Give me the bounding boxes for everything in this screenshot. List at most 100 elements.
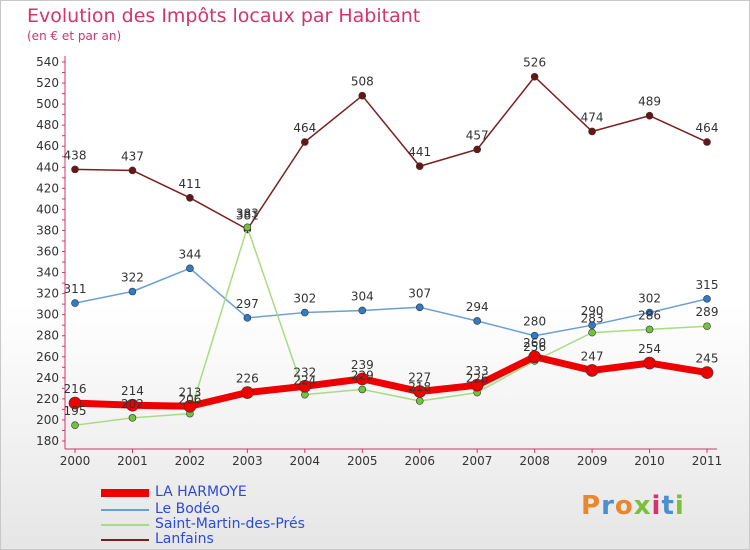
logo-letter: o [614, 491, 634, 521]
data-point-la-harmoye [241, 386, 254, 399]
data-label-le-bod-o: 311 [64, 282, 87, 296]
legend-item-lanfains: Lanfains [101, 531, 401, 547]
chart-title: Evolution des Impôts locaux par Habitant [27, 5, 421, 27]
data-label-saint-martin-des-pr-s: 226 [466, 372, 489, 386]
data-label-saint-martin-des-pr-s: 256 [523, 340, 546, 354]
data-point-saint-martin-des-pr-s [358, 385, 367, 394]
logo-letter: i [674, 491, 685, 521]
data-point-lanfains [71, 165, 79, 174]
data-point-le-bod-o [186, 264, 194, 273]
data-point-saint-martin-des-pr-s [243, 223, 252, 232]
data-label-le-bod-o: 322 [121, 271, 144, 285]
data-point-la-harmoye [700, 366, 714, 379]
data-point-le-bod-o [530, 331, 539, 340]
data-label-le-bod-o: 344 [178, 247, 201, 261]
data-label-lanfains: 411 [178, 177, 201, 191]
data-label-lanfains: 464 [696, 121, 719, 135]
y-tick-label: 180 [36, 434, 59, 448]
data-label-la-harmoye: 245 [696, 352, 719, 366]
series-line-saint-martin-des-pr-s [74, 226, 708, 426]
data-point-la-harmoye [413, 385, 427, 398]
data-label-saint-martin-des-pr-s: 206 [178, 393, 201, 407]
data-label-lanfains: 437 [121, 149, 144, 163]
data-label-la-harmoye: 216 [64, 382, 87, 396]
y-tick-label: 280 [36, 329, 59, 343]
x-tick-label: 2010 [634, 454, 665, 468]
logo-letter: P [581, 491, 602, 521]
y-tick-label: 400 [36, 202, 59, 216]
data-point-le-bod-o [703, 295, 711, 303]
x-tick-label: 2011 [692, 454, 723, 468]
data-point-le-bod-o [243, 314, 252, 322]
data-label-saint-martin-des-pr-s: 383 [236, 206, 259, 220]
data-point-lanfains [473, 145, 481, 154]
legend-label-saint-martin: Saint-Martin-des-Prés [155, 516, 305, 532]
data-point-le-bod-o [301, 308, 309, 317]
data-label-la-harmoye: 226 [236, 372, 259, 386]
legend-swatch-le-bodeo [101, 509, 149, 511]
y-tick-label: 300 [36, 308, 59, 322]
data-label-la-harmoye: 239 [351, 358, 374, 372]
y-tick-label: 240 [36, 371, 59, 385]
y-tick-label: 500 [36, 97, 59, 111]
legend-item-saint-martin: Saint-Martin-des-Prés [101, 516, 401, 532]
legend-label-la-harmoye: LA HARMOYE [155, 484, 247, 500]
chart-subtitle: (en € et par an) [27, 29, 122, 43]
y-tick-label: 260 [36, 350, 59, 364]
data-point-le-bod-o [473, 317, 481, 325]
series-line-le-bod-o [74, 267, 708, 337]
data-label-saint-martin-des-pr-s: 202 [121, 397, 144, 411]
y-tick-label: 340 [36, 266, 59, 280]
data-point-saint-martin-des-pr-s [415, 397, 424, 405]
data-label-saint-martin-des-pr-s: 289 [696, 305, 719, 319]
x-tick-label: 2005 [347, 454, 378, 468]
data-label-lanfains: 474 [581, 110, 604, 124]
data-point-saint-martin-des-pr-s [703, 322, 711, 331]
x-tick-label: 2008 [519, 454, 550, 468]
data-label-le-bod-o: 280 [523, 315, 546, 329]
y-tick-label: 380 [36, 223, 59, 237]
data-point-saint-martin-des-pr-s [128, 414, 137, 422]
x-tick-label: 2004 [290, 454, 321, 468]
logo-letter: t [661, 491, 675, 521]
data-point-le-bod-o [128, 287, 137, 296]
data-point-le-bod-o [588, 321, 596, 329]
data-label-lanfains: 508 [351, 75, 374, 89]
data-label-la-harmoye: 232 [293, 365, 316, 379]
legend-item-le-bodeo: Le Bodéo [101, 501, 401, 517]
data-point-le-bod-o [71, 299, 79, 307]
data-label-le-bod-o: 304 [351, 289, 374, 303]
data-label-lanfains: 464 [293, 121, 316, 135]
data-point-la-harmoye [355, 372, 369, 386]
x-tick-label: 2000 [60, 454, 91, 468]
data-point-le-bod-o [415, 303, 424, 312]
data-label-lanfains: 489 [638, 95, 661, 109]
data-label-le-bod-o: 315 [696, 278, 719, 292]
data-point-lanfains [530, 72, 539, 81]
data-label-saint-martin-des-pr-s: 283 [581, 312, 604, 326]
data-point-la-harmoye [68, 396, 82, 410]
data-label-lanfains: 441 [408, 145, 431, 159]
legend-item-la-harmoye: LA HARMOYE [101, 484, 401, 500]
y-tick-label: 460 [36, 139, 59, 153]
x-tick-label: 2001 [117, 454, 148, 468]
data-label-la-harmoye: 254 [638, 342, 661, 356]
series-line-lanfains [74, 75, 708, 231]
data-label-le-bod-o: 307 [408, 286, 431, 300]
data-label-saint-martin-des-pr-s: 218 [408, 380, 431, 394]
legend-swatch-saint-martin [101, 524, 149, 526]
data-label-le-bod-o: 297 [236, 297, 259, 311]
data-label-saint-martin-des-pr-s: 224 [293, 374, 316, 388]
data-label-la-harmoye: 227 [408, 371, 431, 385]
chart-axes: 180 200 220 240 260 280 300 320 340 360 380 400 420 4… [36, 55, 722, 468]
legend-swatch-la-harmoye [101, 489, 149, 497]
y-tick-label: 320 [36, 287, 59, 301]
data-labels-layer: 438 437 411 381 464 508 441 457 526 474 489 464 311 3… [64, 56, 719, 418]
data-point-la-harmoye [643, 356, 656, 370]
data-label-le-bod-o: 294 [466, 300, 489, 314]
x-tick-label: 2009 [577, 454, 608, 468]
y-tick-label: 360 [36, 245, 59, 259]
data-label-la-harmoye: 233 [466, 364, 489, 378]
data-label-le-bod-o: 302 [638, 292, 661, 306]
